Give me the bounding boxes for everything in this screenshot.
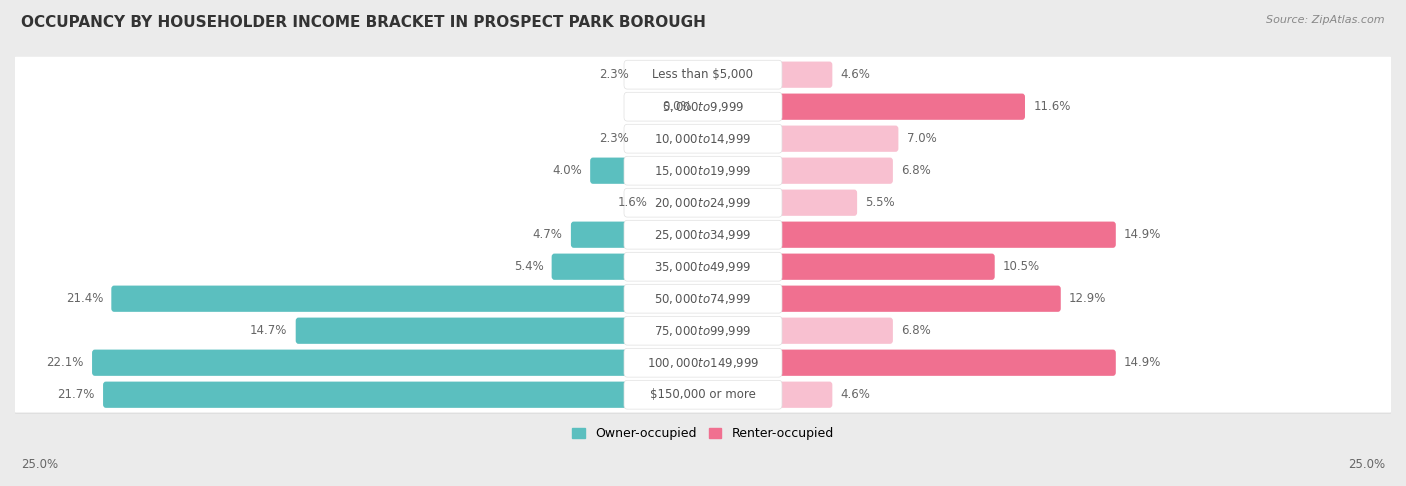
Text: Source: ZipAtlas.com: Source: ZipAtlas.com — [1267, 15, 1385, 25]
FancyBboxPatch shape — [13, 218, 1393, 254]
FancyBboxPatch shape — [13, 57, 1393, 93]
FancyBboxPatch shape — [637, 125, 706, 152]
FancyBboxPatch shape — [13, 217, 1393, 253]
Text: 25.0%: 25.0% — [1348, 458, 1385, 471]
FancyBboxPatch shape — [13, 314, 1393, 349]
FancyBboxPatch shape — [624, 60, 782, 89]
Text: $50,000 to $74,999: $50,000 to $74,999 — [654, 292, 752, 306]
Text: 6.8%: 6.8% — [901, 324, 931, 337]
FancyBboxPatch shape — [13, 89, 1393, 124]
FancyBboxPatch shape — [103, 382, 706, 408]
FancyBboxPatch shape — [700, 62, 832, 88]
FancyBboxPatch shape — [13, 186, 1393, 222]
Text: 21.7%: 21.7% — [58, 388, 94, 401]
Text: $100,000 to $149,999: $100,000 to $149,999 — [647, 356, 759, 370]
Text: $5,000 to $9,999: $5,000 to $9,999 — [662, 100, 744, 114]
FancyBboxPatch shape — [13, 90, 1393, 125]
Text: 22.1%: 22.1% — [46, 356, 84, 369]
FancyBboxPatch shape — [700, 254, 994, 280]
Text: $20,000 to $24,999: $20,000 to $24,999 — [654, 196, 752, 209]
FancyBboxPatch shape — [295, 317, 706, 344]
Text: 4.6%: 4.6% — [841, 388, 870, 401]
FancyBboxPatch shape — [591, 157, 706, 184]
FancyBboxPatch shape — [624, 124, 782, 153]
FancyBboxPatch shape — [13, 122, 1393, 157]
FancyBboxPatch shape — [111, 286, 706, 312]
FancyBboxPatch shape — [13, 346, 1393, 382]
Text: 4.0%: 4.0% — [553, 164, 582, 177]
FancyBboxPatch shape — [624, 381, 782, 409]
FancyBboxPatch shape — [13, 282, 1393, 317]
Text: $150,000 or more: $150,000 or more — [650, 388, 756, 401]
Text: 0.0%: 0.0% — [662, 100, 692, 113]
Text: $25,000 to $34,999: $25,000 to $34,999 — [654, 228, 752, 242]
Text: 6.8%: 6.8% — [901, 164, 931, 177]
FancyBboxPatch shape — [13, 345, 1393, 381]
FancyBboxPatch shape — [700, 125, 898, 152]
FancyBboxPatch shape — [13, 249, 1393, 285]
Text: 12.9%: 12.9% — [1069, 292, 1107, 305]
FancyBboxPatch shape — [624, 156, 782, 185]
FancyBboxPatch shape — [700, 222, 1116, 248]
Text: 4.7%: 4.7% — [533, 228, 562, 241]
FancyBboxPatch shape — [700, 349, 1116, 376]
FancyBboxPatch shape — [13, 281, 1393, 317]
FancyBboxPatch shape — [624, 252, 782, 281]
Text: 7.0%: 7.0% — [907, 132, 936, 145]
FancyBboxPatch shape — [624, 316, 782, 345]
Text: 21.4%: 21.4% — [66, 292, 103, 305]
Text: OCCUPANCY BY HOUSEHOLDER INCOME BRACKET IN PROSPECT PARK BOROUGH: OCCUPANCY BY HOUSEHOLDER INCOME BRACKET … — [21, 15, 706, 30]
FancyBboxPatch shape — [700, 382, 832, 408]
FancyBboxPatch shape — [13, 185, 1393, 221]
Text: 14.9%: 14.9% — [1123, 228, 1161, 241]
FancyBboxPatch shape — [551, 254, 706, 280]
Text: 4.6%: 4.6% — [841, 68, 870, 81]
FancyBboxPatch shape — [624, 284, 782, 313]
Text: 1.6%: 1.6% — [619, 196, 648, 209]
Text: 14.7%: 14.7% — [250, 324, 287, 337]
FancyBboxPatch shape — [700, 94, 1025, 120]
Legend: Owner-occupied, Renter-occupied: Owner-occupied, Renter-occupied — [568, 422, 838, 446]
Text: 2.3%: 2.3% — [599, 68, 628, 81]
Text: $35,000 to $49,999: $35,000 to $49,999 — [654, 260, 752, 274]
FancyBboxPatch shape — [624, 92, 782, 121]
FancyBboxPatch shape — [700, 286, 1060, 312]
Text: 10.5%: 10.5% — [1002, 260, 1040, 273]
FancyBboxPatch shape — [13, 378, 1393, 414]
FancyBboxPatch shape — [13, 313, 1393, 348]
FancyBboxPatch shape — [13, 153, 1393, 189]
Text: 5.5%: 5.5% — [865, 196, 896, 209]
FancyBboxPatch shape — [13, 121, 1393, 156]
Text: 11.6%: 11.6% — [1033, 100, 1070, 113]
FancyBboxPatch shape — [624, 348, 782, 377]
Text: 5.4%: 5.4% — [513, 260, 543, 273]
Text: $10,000 to $14,999: $10,000 to $14,999 — [654, 132, 752, 146]
FancyBboxPatch shape — [624, 220, 782, 249]
FancyBboxPatch shape — [13, 250, 1393, 286]
Text: 25.0%: 25.0% — [21, 458, 58, 471]
FancyBboxPatch shape — [571, 222, 706, 248]
FancyBboxPatch shape — [91, 349, 706, 376]
Text: $15,000 to $19,999: $15,000 to $19,999 — [654, 164, 752, 178]
FancyBboxPatch shape — [700, 317, 893, 344]
FancyBboxPatch shape — [13, 58, 1393, 94]
Text: Less than $5,000: Less than $5,000 — [652, 68, 754, 81]
FancyBboxPatch shape — [657, 190, 706, 216]
FancyBboxPatch shape — [13, 154, 1393, 190]
FancyBboxPatch shape — [700, 157, 893, 184]
Text: 2.3%: 2.3% — [599, 132, 628, 145]
Text: $75,000 to $99,999: $75,000 to $99,999 — [654, 324, 752, 338]
FancyBboxPatch shape — [637, 62, 706, 88]
FancyBboxPatch shape — [700, 190, 858, 216]
FancyBboxPatch shape — [624, 188, 782, 217]
FancyBboxPatch shape — [13, 377, 1393, 413]
Text: 14.9%: 14.9% — [1123, 356, 1161, 369]
